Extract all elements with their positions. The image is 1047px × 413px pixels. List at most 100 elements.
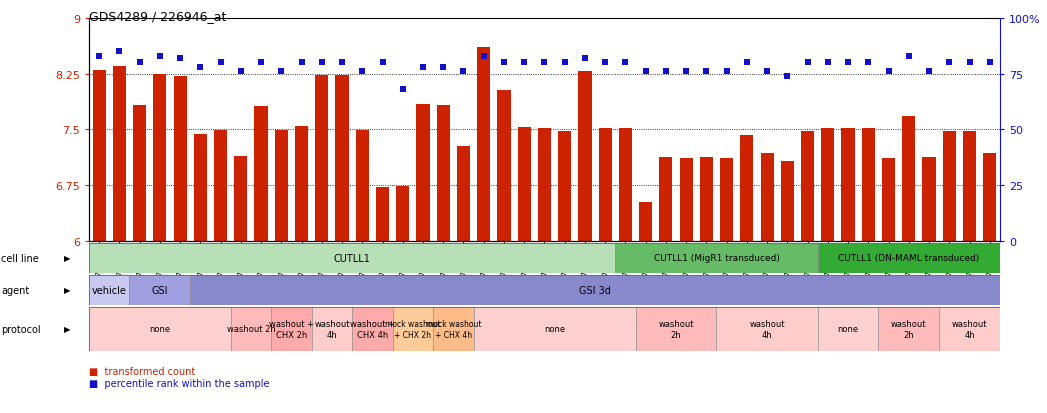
Bar: [335, 76, 349, 242]
Bar: [842, 128, 854, 242]
Bar: [312, 307, 352, 351]
Point: [718, 69, 735, 76]
Text: CUTLL1 (MigR1 transduced): CUTLL1 (MigR1 transduced): [653, 254, 779, 263]
Bar: [818, 307, 878, 351]
Bar: [437, 106, 450, 242]
Bar: [417, 105, 429, 242]
Point: [658, 69, 674, 76]
Point: [354, 69, 371, 76]
Point: [252, 60, 269, 66]
Bar: [352, 307, 393, 351]
Bar: [720, 158, 733, 242]
Point: [475, 53, 492, 60]
Bar: [274, 131, 288, 242]
Text: vehicle: vehicle: [92, 285, 127, 295]
Bar: [660, 158, 672, 242]
Point: [638, 69, 654, 76]
Text: cell line: cell line: [1, 253, 39, 263]
Text: washout 2h: washout 2h: [226, 325, 275, 334]
Point: [111, 49, 128, 55]
Text: washout +
CHX 4h: washout + CHX 4h: [350, 320, 395, 339]
Point: [617, 60, 633, 66]
Point: [738, 60, 755, 66]
Point: [597, 60, 614, 66]
Point: [516, 60, 533, 66]
Bar: [636, 307, 716, 351]
Point: [213, 60, 229, 66]
Bar: [939, 307, 1000, 351]
Bar: [191, 275, 1000, 305]
Point: [192, 64, 208, 71]
Text: GDS4289 / 226946_at: GDS4289 / 226946_at: [89, 10, 226, 23]
Point: [677, 69, 694, 76]
Bar: [862, 128, 875, 242]
Bar: [477, 48, 490, 242]
Bar: [760, 154, 774, 242]
Bar: [517, 128, 531, 242]
Point: [293, 60, 310, 66]
Bar: [801, 132, 815, 242]
Bar: [89, 244, 616, 273]
Bar: [130, 275, 191, 305]
Bar: [538, 128, 551, 242]
Bar: [254, 106, 268, 242]
Text: ▶: ▶: [64, 286, 70, 294]
Point: [961, 60, 978, 66]
Bar: [699, 158, 713, 242]
Bar: [680, 158, 693, 242]
Bar: [113, 67, 126, 242]
Bar: [295, 127, 308, 242]
Point: [779, 73, 796, 80]
Text: protocol: protocol: [1, 324, 41, 334]
Text: ▶: ▶: [64, 254, 70, 263]
Bar: [230, 307, 271, 351]
Point: [577, 55, 594, 62]
Bar: [89, 275, 130, 305]
Point: [900, 53, 917, 60]
Text: ▶: ▶: [64, 325, 70, 334]
Point: [840, 60, 856, 66]
Point: [334, 60, 351, 66]
Text: CUTLL1 (DN-MAML transduced): CUTLL1 (DN-MAML transduced): [839, 254, 979, 263]
Text: washout
4h: washout 4h: [750, 320, 785, 339]
Text: none: none: [838, 325, 859, 334]
Text: ■  percentile rank within the sample: ■ percentile rank within the sample: [89, 378, 269, 388]
Bar: [922, 158, 936, 242]
Point: [131, 60, 148, 66]
Point: [881, 69, 897, 76]
Point: [152, 53, 169, 60]
Bar: [89, 307, 230, 351]
Point: [395, 87, 411, 93]
Bar: [376, 188, 389, 242]
Bar: [882, 158, 895, 242]
Point: [172, 55, 188, 62]
Bar: [781, 161, 794, 242]
Point: [981, 60, 998, 66]
Bar: [821, 128, 834, 242]
Text: washout
2h: washout 2h: [659, 320, 694, 339]
Point: [455, 69, 472, 76]
Bar: [214, 131, 227, 242]
Bar: [194, 135, 207, 242]
Bar: [983, 154, 997, 242]
Bar: [393, 307, 433, 351]
Text: washout
4h: washout 4h: [952, 320, 987, 339]
Bar: [942, 132, 956, 242]
Bar: [578, 72, 592, 242]
Bar: [903, 117, 915, 242]
Point: [313, 60, 330, 66]
Point: [536, 60, 553, 66]
Point: [759, 69, 776, 76]
Text: ■  transformed count: ■ transformed count: [89, 366, 195, 376]
Bar: [315, 76, 329, 242]
Bar: [740, 135, 754, 242]
Bar: [473, 307, 636, 351]
Text: GSI: GSI: [152, 285, 169, 295]
Text: mock washout
+ CHX 4h: mock washout + CHX 4h: [425, 320, 482, 339]
Text: washout +
CHX 2h: washout + CHX 2h: [269, 320, 314, 339]
Bar: [153, 75, 166, 242]
Point: [273, 69, 290, 76]
Point: [415, 64, 431, 71]
Point: [91, 53, 108, 60]
Point: [435, 64, 451, 71]
